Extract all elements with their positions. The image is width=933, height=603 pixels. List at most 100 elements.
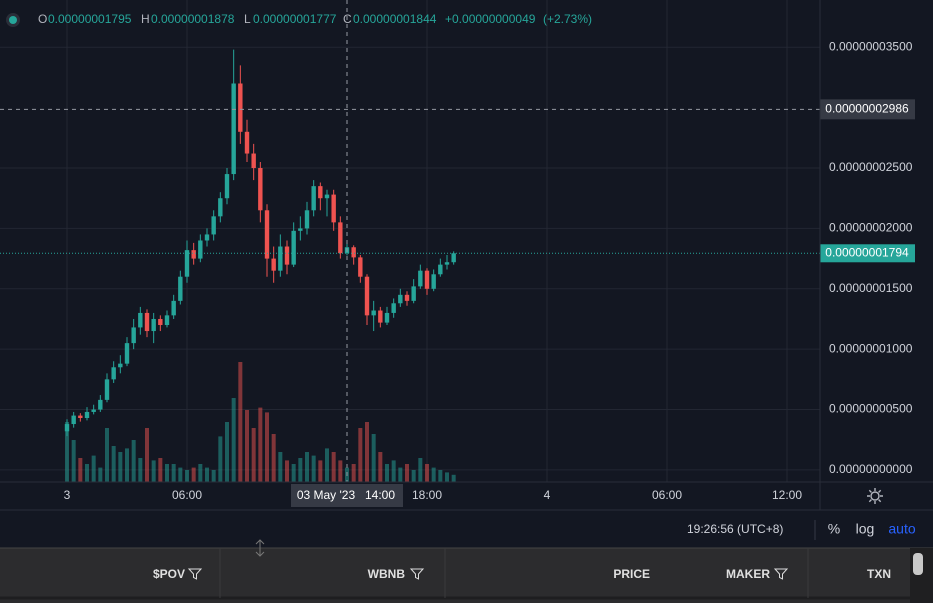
column-header[interactable]: WBNB (368, 567, 406, 581)
legend-low-label: L (244, 12, 251, 26)
volume-bar (331, 452, 336, 482)
volume-bar (425, 464, 429, 482)
candle-body (64, 424, 70, 432)
y-tick-label: 0.00000000000 (829, 462, 913, 476)
log-toggle[interactable]: log (856, 521, 875, 537)
volume-bar (378, 452, 383, 482)
candle-body (384, 312, 390, 323)
candle-body (258, 168, 263, 211)
volume-bar (78, 458, 83, 482)
volume-bar (325, 448, 329, 482)
volume-bar (398, 467, 403, 482)
candle-body (451, 253, 456, 263)
candle-body (311, 186, 316, 211)
legend-change: +0.00000000049 (445, 12, 536, 26)
volume-bar (111, 446, 116, 482)
candle-body (191, 250, 196, 259)
volume-bar (225, 422, 229, 482)
x-tick-label: 18:00 (412, 488, 442, 502)
column-header[interactable]: MAKER (726, 567, 770, 581)
crosshair-date: 03 May '23 (297, 488, 356, 502)
table-header (0, 548, 933, 603)
x-tick-label: 4 (544, 488, 551, 502)
legend-icon-dot (9, 16, 17, 24)
volume-bar (278, 452, 283, 482)
candle-body (284, 246, 290, 265)
y-tick-label: 0.00000003500 (829, 39, 913, 53)
candle-body (351, 247, 356, 258)
resize-handle[interactable] (255, 539, 265, 557)
candle-body (364, 276, 370, 316)
volume-bar (451, 474, 456, 482)
filter-icon[interactable] (773, 568, 789, 580)
candle-body (84, 411, 90, 418)
column-header[interactable]: PRICE (613, 567, 650, 581)
y-tick-label: 0.00000000500 (829, 402, 913, 416)
candle-body (118, 363, 123, 368)
candle-body (358, 257, 363, 277)
volume-bar (151, 460, 156, 482)
candle-body (438, 264, 443, 275)
x-tick-label: 06:00 (172, 488, 202, 502)
scrollbar-thumb[interactable] (913, 553, 923, 575)
chart-background (0, 0, 933, 548)
candle-body (411, 286, 416, 301)
volume-bar (385, 464, 389, 482)
legend-high: 0.00000001878 (151, 12, 235, 26)
volume-bar (185, 470, 189, 482)
legend-close: 0.00000001844 (353, 12, 437, 26)
crosshair-price-label: 0.00000002986 (825, 102, 909, 116)
volume-bar (251, 428, 256, 482)
volume-bar (138, 458, 143, 482)
candle-body (91, 409, 96, 412)
candle-body (171, 300, 176, 316)
volume-bar (285, 460, 289, 482)
x-tick-label: 12:00 (772, 488, 802, 502)
volume-bar (198, 464, 203, 482)
candle-body (331, 194, 336, 223)
candle-body (304, 210, 310, 229)
volume-bar (178, 467, 183, 482)
candle-body (111, 367, 116, 380)
filter-icon[interactable] (187, 568, 203, 580)
candle-body (224, 174, 230, 199)
volume-bar (118, 452, 123, 482)
candle-body (131, 327, 136, 344)
legend-low: 0.00000001777 (253, 12, 337, 26)
volume-bar (258, 407, 263, 482)
volume-bar (351, 464, 356, 482)
y-tick-label: 0.00000002000 (829, 221, 913, 235)
volume-bar (291, 464, 296, 482)
candle-body (298, 228, 303, 231)
volume-bar (265, 412, 269, 482)
candle-body (204, 234, 210, 241)
volume-bar (98, 467, 103, 482)
candle-body (158, 318, 163, 326)
clock: 19:26:56 (UTC+8) (687, 522, 783, 536)
volume-bar (158, 458, 163, 482)
candle-body (231, 83, 236, 175)
column-header[interactable]: $POV (153, 567, 185, 581)
volume-bar (271, 434, 276, 482)
settings-button[interactable] (867, 488, 883, 504)
last-price-label: 0.00000001794 (825, 245, 909, 259)
x-tick-label: 3 (64, 488, 71, 502)
candle-body (104, 379, 110, 400)
candle-body (98, 399, 103, 410)
filter-icon[interactable] (409, 568, 425, 580)
column-header[interactable]: TXN (867, 567, 891, 581)
volume-layer (65, 362, 456, 482)
volume-bar (231, 398, 236, 482)
legend-high-label: H (141, 12, 150, 26)
crosshair-time-tag (291, 484, 403, 507)
legend-percent: (+2.73%) (543, 12, 592, 26)
candle-body (218, 198, 223, 217)
volume-bar (358, 428, 363, 482)
last-price-tag (820, 244, 915, 263)
percent-toggle[interactable]: % (828, 521, 840, 537)
legend-open-label: O (38, 12, 47, 26)
candle-body (164, 315, 170, 326)
candle-body (198, 240, 203, 259)
auto-toggle[interactable]: auto (888, 521, 915, 537)
